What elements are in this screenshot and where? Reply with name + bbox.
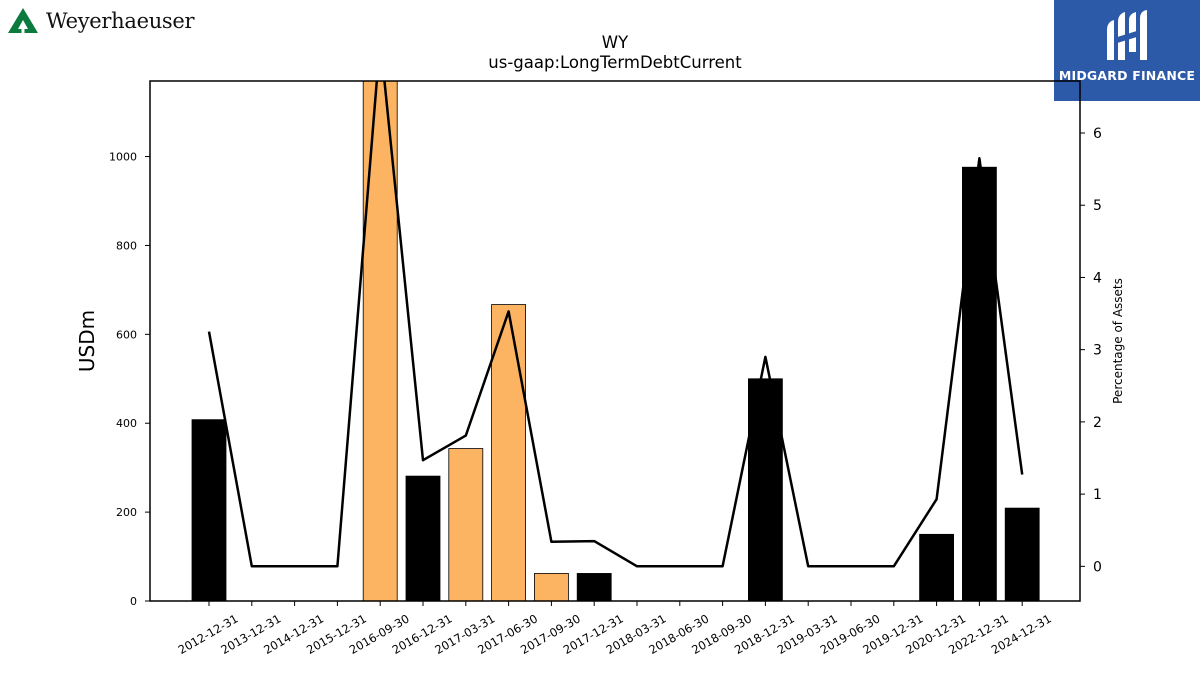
- y2-tick-label-3: 3: [1093, 343, 1102, 359]
- weyerhaeuser-logo: Weyerhaeuser: [6, 6, 195, 36]
- weyerhaeuser-logo-text: Weyerhaeuser: [46, 9, 195, 33]
- y2-tick-label-4: 4: [1093, 270, 1102, 286]
- bars-layer: [191, 80, 1040, 602]
- y2-tick-label-1: 1: [1093, 487, 1102, 503]
- y2-tick-label-6: 6: [1093, 126, 1102, 142]
- y2-tick-label-0: 0: [1093, 559, 1102, 575]
- percentage-of-assets-line: [207, 81, 1024, 568]
- bar-2016-12-31: [405, 475, 441, 602]
- bar-2022-12-31: [962, 166, 997, 602]
- bar-2024-12-31: [1004, 507, 1040, 602]
- bar-2017-09-30: [534, 573, 569, 602]
- y-tick-label-0: 0: [130, 595, 137, 608]
- bar-2012-12-31: [191, 419, 227, 602]
- y-axis-label: USDm: [75, 310, 99, 372]
- plot-frame: [149, 80, 1081, 602]
- bar-2017-03-31: [448, 448, 484, 602]
- chart-subtitle: us-gaap:LongTermDebtCurrent: [488, 53, 742, 72]
- weyerhaeuser-tree-icon: [8, 8, 38, 33]
- y-tick-label-200: 200: [116, 506, 137, 519]
- chart-title: WY: [602, 33, 629, 52]
- y2-tick-label-5: 5: [1093, 198, 1102, 214]
- bar-2017-12-31: [576, 573, 612, 602]
- midgard-m-icon: [1107, 10, 1147, 60]
- midgard-finance-logo: MIDGARD FINANCE: [1054, 0, 1200, 101]
- y-tick-label-600: 600: [116, 328, 137, 341]
- y2-axis-label: Percentage of Assets: [1111, 278, 1125, 404]
- y-tick-label-400: 400: [116, 417, 137, 430]
- midgard-finance-logo-text: MIDGARD FINANCE: [1058, 68, 1196, 83]
- line-layer: [207, 81, 1024, 568]
- y-tick-label-800: 800: [116, 239, 137, 252]
- y-tick-label-1000: 1000: [109, 151, 137, 164]
- bar-2020-12-31: [919, 533, 954, 602]
- y2-tick-label-2: 2: [1093, 415, 1102, 431]
